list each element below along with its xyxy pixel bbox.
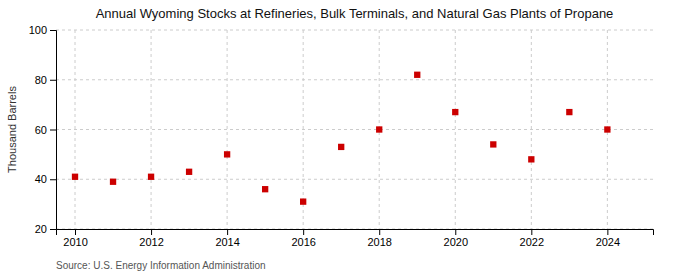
- axis-line: [57, 230, 654, 236]
- tick-label: 2020: [444, 236, 468, 248]
- point: [604, 126, 610, 132]
- tick-label: 2010: [63, 236, 87, 248]
- plot: 2010 2012 2014 2016 2018 2020 2022 2024 20 40 60 80…: [29, 24, 654, 248]
- tick: 60: [35, 124, 56, 136]
- tick: 2012: [139, 229, 163, 248]
- tick: 2014: [215, 229, 239, 248]
- annotation: Source: U.S. Energy Information Administ…: [56, 260, 266, 271]
- grid-line: [56, 79, 653, 80]
- grid-line: [227, 30, 228, 229]
- tick-label: 2018: [367, 236, 391, 248]
- tick-mark: [455, 229, 456, 235]
- tick-mark: [227, 229, 228, 235]
- point: [110, 179, 116, 185]
- y-axis: 20 40 60 80 100: [29, 24, 57, 235]
- tick: 2020: [444, 229, 468, 248]
- tick: 20: [35, 223, 56, 235]
- point: [528, 156, 534, 162]
- title: Annual Wyoming Stocks at Refineries, Bul…: [96, 6, 614, 21]
- point: [262, 186, 268, 192]
- grid-line: [56, 129, 653, 130]
- x-axis: 2010 2012 2014 2016 2018 2020 2022 2024: [57, 229, 654, 248]
- tick: 2010: [63, 229, 87, 248]
- tick-mark: [151, 229, 152, 235]
- tick-label: 80: [35, 74, 47, 86]
- tick-mark: [50, 229, 56, 230]
- tick-mark: [607, 229, 608, 235]
- point: [490, 141, 496, 147]
- y-axis-title: Thousand Barrels: [6, 86, 18, 173]
- tick: 80: [35, 74, 56, 86]
- point: [300, 198, 306, 204]
- tick: 2022: [520, 229, 544, 248]
- grid-line: [531, 30, 532, 229]
- point: [148, 174, 154, 180]
- grid-line: [75, 30, 76, 229]
- tick-mark: [50, 130, 56, 131]
- tick-mark: [379, 229, 380, 235]
- tick-label: 2022: [520, 236, 544, 248]
- tick: 2016: [291, 229, 315, 248]
- point: [566, 109, 572, 115]
- tick-label: 60: [35, 124, 47, 136]
- tick-mark: [50, 179, 56, 180]
- tick-label: 20: [35, 223, 47, 235]
- point: [72, 174, 78, 180]
- tick-mark: [75, 229, 76, 235]
- grid: [56, 30, 653, 229]
- tick: 2024: [596, 229, 620, 248]
- axis-line: [50, 31, 57, 230]
- tick-label: 40: [35, 173, 47, 185]
- chart: 2010 2012 2014 2016 2018 2020 2022 2024 20 40 60 80…: [0, 0, 675, 275]
- point: [452, 109, 458, 115]
- point: [186, 169, 192, 175]
- grid-line: [151, 30, 152, 229]
- tick: 2018: [367, 229, 391, 248]
- tick-mark: [531, 229, 532, 235]
- grid-line: [455, 30, 456, 229]
- tick: 100: [29, 24, 56, 36]
- point: [376, 126, 382, 132]
- tick-mark: [50, 30, 56, 31]
- tick-mark: [50, 80, 56, 81]
- grid-line: [56, 30, 653, 31]
- point: [414, 72, 420, 78]
- point: [338, 144, 344, 150]
- grid-line: [56, 179, 653, 180]
- point: [224, 151, 230, 157]
- tick-label: 2012: [139, 236, 163, 248]
- tick-mark: [303, 229, 304, 235]
- tick-label: 2024: [596, 236, 620, 248]
- tick-label: 2016: [291, 236, 315, 248]
- tick: 40: [35, 173, 56, 185]
- tick-label: 100: [29, 24, 47, 36]
- points: [72, 72, 611, 205]
- tick-label: 2014: [215, 236, 239, 248]
